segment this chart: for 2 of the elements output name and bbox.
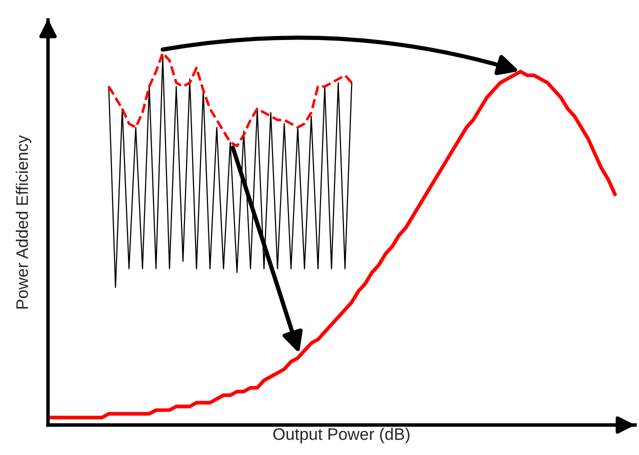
- x-axis-title: Output Power (dB): [273, 428, 410, 444]
- y-axis-title: Power Added Efficiency: [16, 135, 32, 309]
